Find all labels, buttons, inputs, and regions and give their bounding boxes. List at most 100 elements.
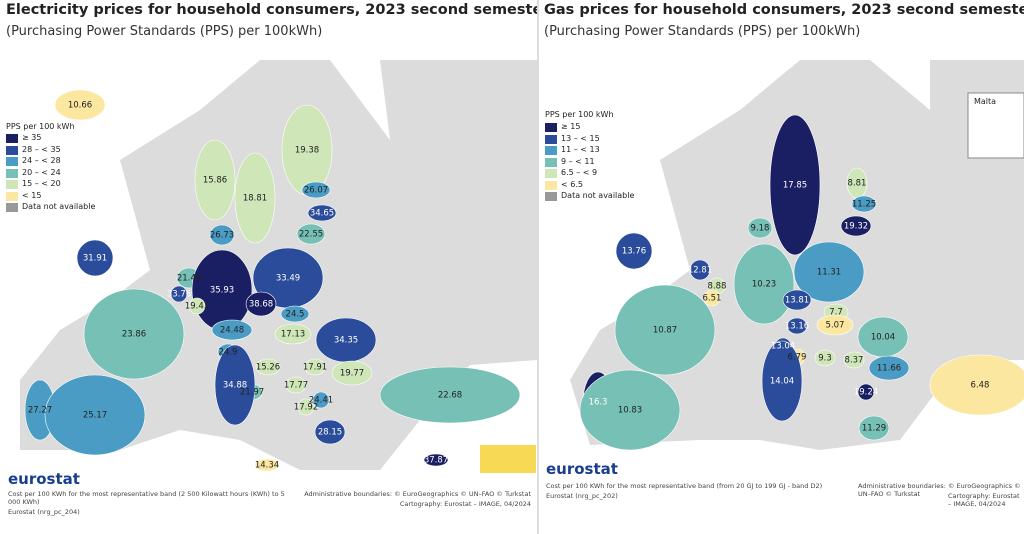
region-value: 6.51 bbox=[703, 294, 722, 304]
country-region bbox=[379, 366, 521, 424]
footnote: Eurostat (nrg_pc_204) bbox=[8, 508, 80, 516]
country-region bbox=[769, 114, 821, 256]
inset-box bbox=[967, 92, 1024, 159]
country-region bbox=[214, 344, 256, 426]
country-region bbox=[307, 204, 337, 222]
country-region bbox=[76, 239, 114, 277]
region-value: 8.37 bbox=[845, 356, 864, 366]
legend-title: PPS per 100 kWh bbox=[545, 110, 614, 119]
title: Gas prices for household consumers, 2023… bbox=[544, 2, 1024, 18]
region-value: 11.31 bbox=[817, 268, 841, 278]
region-value: 6.79 bbox=[788, 353, 807, 363]
country-region bbox=[255, 358, 281, 376]
legend-item: 13 – < 15 bbox=[561, 133, 600, 143]
country-region bbox=[54, 89, 106, 121]
region-value: 19.24 bbox=[854, 388, 878, 398]
region-value: 37.87 bbox=[424, 456, 448, 466]
region-value: 11.25 bbox=[852, 200, 876, 210]
country-region bbox=[579, 369, 681, 451]
legend-swatch bbox=[6, 134, 18, 143]
legend-swatch bbox=[545, 134, 557, 144]
region-value: 19.77 bbox=[340, 369, 364, 379]
region-value: 27.27 bbox=[28, 406, 52, 416]
country-region bbox=[44, 374, 146, 456]
legend-swatch bbox=[545, 146, 557, 155]
regions bbox=[24, 89, 1024, 472]
country-region bbox=[194, 139, 236, 221]
footnote: Cost per 100 KWh for the most representa… bbox=[546, 482, 823, 490]
legend-item: ≥ 15 bbox=[561, 122, 581, 131]
legend-swatch bbox=[545, 123, 557, 132]
country-region bbox=[786, 317, 808, 335]
country-region bbox=[793, 241, 865, 303]
region-value: 17.85 bbox=[783, 181, 807, 191]
legend-item: < 6.5 bbox=[561, 179, 583, 189]
legend-swatch bbox=[545, 169, 557, 178]
credit: Administrative boundaries: © EuroGeograp… bbox=[858, 482, 1021, 498]
region-value: 13.04 bbox=[771, 342, 795, 352]
region-value: 8.88 bbox=[708, 282, 727, 292]
country-region bbox=[254, 458, 280, 472]
country-region bbox=[843, 351, 865, 369]
country-region bbox=[274, 323, 312, 345]
country-region bbox=[614, 284, 716, 376]
legend-swatch bbox=[6, 157, 18, 166]
legend-item: 15 – < 20 bbox=[22, 179, 61, 188]
country-region bbox=[312, 391, 330, 409]
country-region bbox=[851, 195, 877, 213]
region-labels: 10.66 19.38 15.86 18.81 26.07 34.65 26.73 22.55… bbox=[28, 101, 990, 471]
country-region bbox=[280, 305, 310, 323]
country-region bbox=[314, 419, 346, 445]
footnote: Eurostat (nrg_pc_202) bbox=[546, 492, 618, 500]
region-value: 19.38 bbox=[295, 146, 319, 156]
legend-swatch bbox=[6, 191, 18, 201]
region-value: 24.5 bbox=[286, 310, 305, 320]
region-value: 26.07 bbox=[304, 186, 328, 196]
country-region bbox=[188, 297, 206, 315]
country-region bbox=[170, 285, 188, 303]
region-value: 38.68 bbox=[249, 300, 273, 310]
region-value: 21.49 bbox=[177, 274, 201, 284]
country-region bbox=[747, 217, 773, 239]
region-value: 34.65 bbox=[310, 209, 334, 219]
legend-item: 9 – < 11 bbox=[561, 156, 595, 166]
country-region bbox=[703, 289, 721, 307]
legend-swatch bbox=[545, 192, 557, 201]
country-region bbox=[761, 340, 803, 422]
country-region bbox=[423, 453, 449, 467]
region-value: 19.43 bbox=[185, 302, 209, 312]
country-region bbox=[782, 289, 812, 311]
legend-item: 24 – < 28 bbox=[22, 156, 61, 165]
region-value: 17.13 bbox=[281, 330, 305, 340]
region-value: 13.16 bbox=[785, 322, 809, 332]
country-region bbox=[929, 354, 1024, 416]
region-value: 13.76 bbox=[622, 247, 646, 257]
region-value: 35.93 bbox=[210, 286, 234, 296]
country-region bbox=[615, 232, 653, 270]
region-value: 25.17 bbox=[83, 411, 107, 421]
region-value: 11.66 bbox=[877, 364, 901, 374]
region-value: 12.81 bbox=[688, 266, 712, 276]
legend-swatch bbox=[545, 180, 557, 190]
region-value: 31.91 bbox=[83, 254, 107, 264]
credit: Administrative boundaries: © EuroGeograp… bbox=[304, 490, 531, 498]
credit: Cartography: Eurostat – IMAGE, 04/2024 bbox=[948, 492, 1020, 508]
gas-panel: Gas prices for household consumers, 2023… bbox=[540, 0, 1024, 534]
country-region bbox=[234, 152, 276, 244]
region-value: 34.88 bbox=[223, 381, 247, 391]
legend-item: < 15 bbox=[22, 190, 42, 200]
country-region bbox=[857, 383, 875, 401]
country-region bbox=[689, 259, 711, 281]
legend-item: 28 – < 35 bbox=[22, 144, 61, 154]
region-value: 24.41 bbox=[309, 396, 333, 406]
region-value: 17.91 bbox=[303, 363, 327, 373]
country-region bbox=[816, 314, 854, 336]
legend-item: 6.5 – < 9 bbox=[561, 168, 598, 177]
country-region bbox=[331, 360, 373, 386]
country-region bbox=[211, 319, 253, 341]
subtitle: (Purchasing Power Standards (PPS) per 10… bbox=[6, 24, 323, 39]
country-region bbox=[868, 355, 910, 381]
region-value: 10.04 bbox=[871, 333, 895, 343]
region-value: 11.29 bbox=[862, 424, 886, 434]
